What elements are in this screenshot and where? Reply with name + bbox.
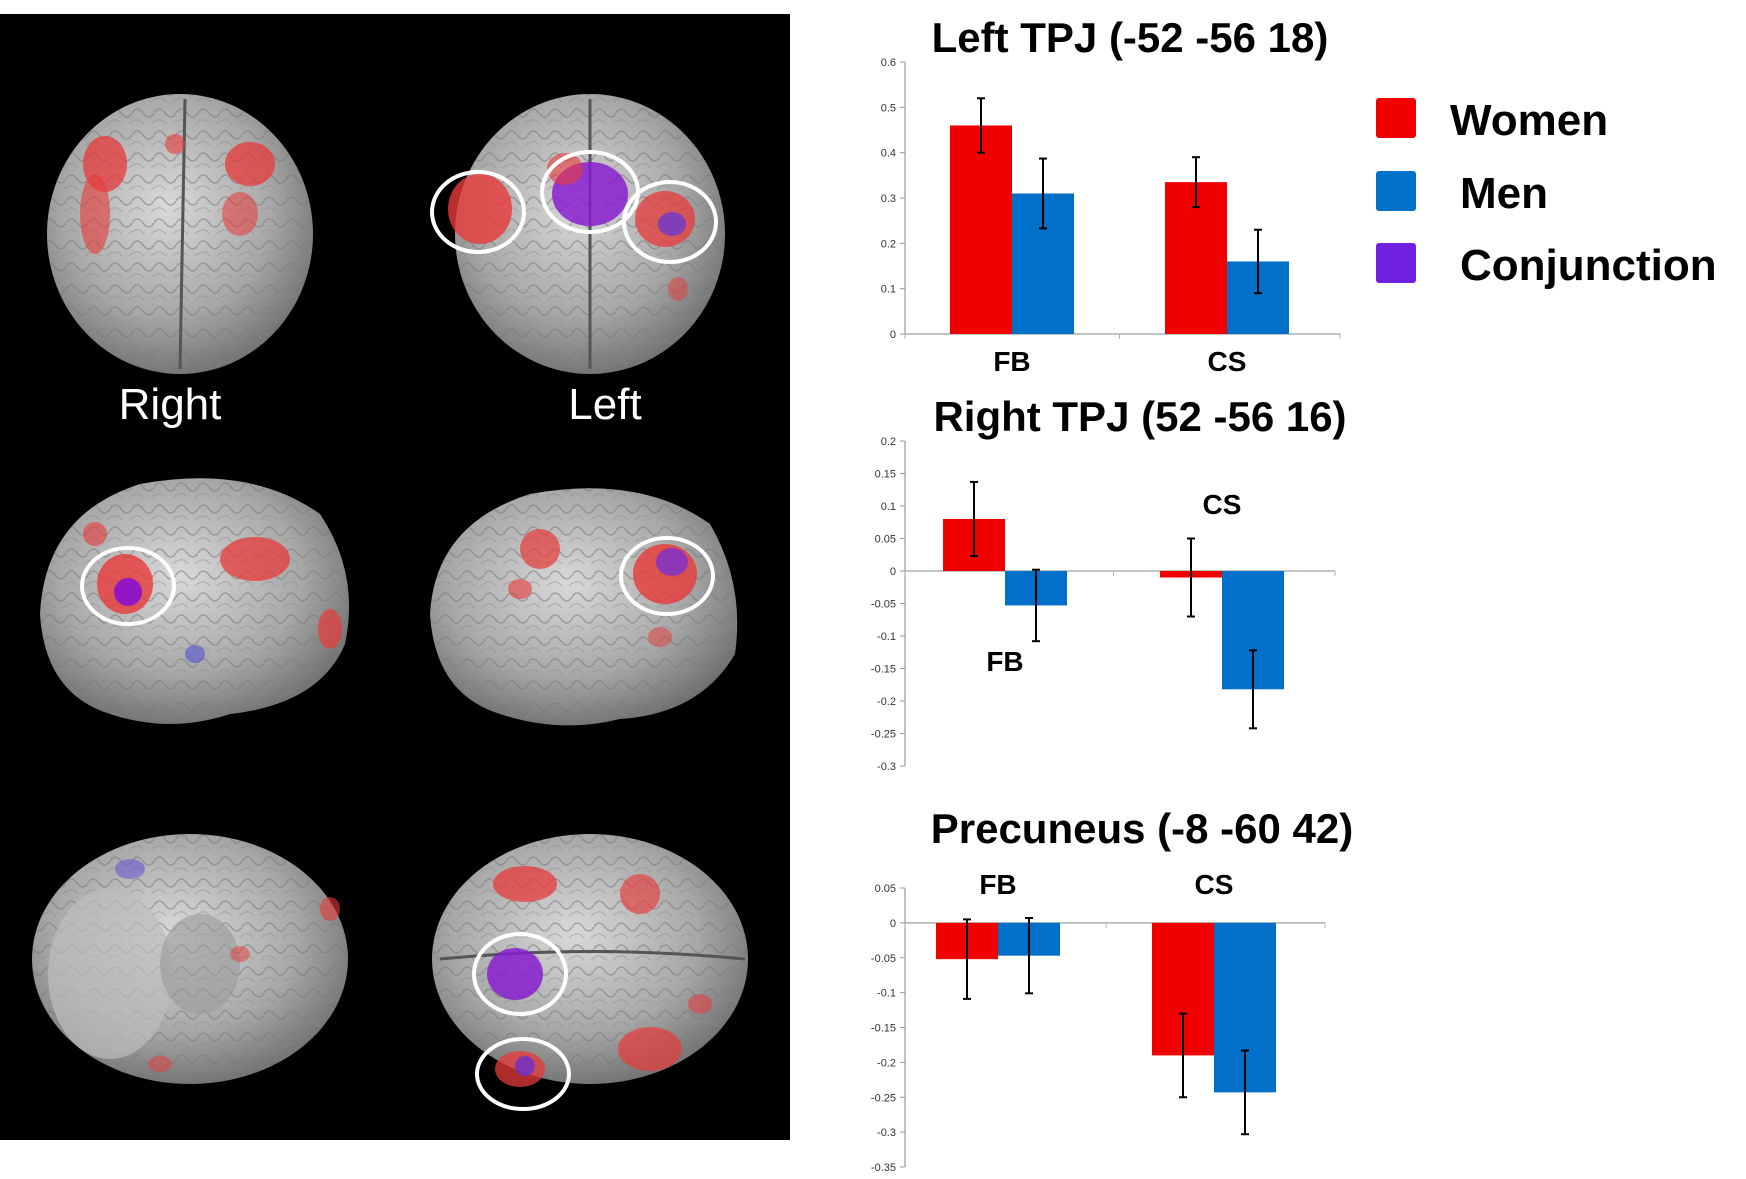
bars [936, 916, 1276, 1136]
y-tick-label: -0.2 [877, 1057, 896, 1069]
y-tick-label: -0.2 [877, 696, 896, 708]
y-tick-label: -0.3 [877, 1127, 896, 1139]
category-labels: FB CS [986, 489, 1241, 677]
y-tick-label: 0.2 [881, 238, 896, 250]
chart-title: Left TPJ (-52 -56 18) [932, 14, 1329, 61]
charts-panel: Left TPJ (-52 -56 18) 0 0.1 0.2 0.3 0.4 0.5 0.… [871, 14, 1717, 1174]
y-tick-label: -0.05 [871, 953, 896, 965]
y-tick-label: -0.15 [871, 664, 896, 676]
bars [950, 97, 1289, 334]
y-tick-label: 0.5 [881, 102, 896, 114]
y-tick-label: -0.25 [871, 729, 896, 741]
brain-view-posterior-b [430, 94, 725, 374]
brain-view-left-lateral [430, 488, 738, 726]
y-tick-label: 0.6 [881, 57, 896, 69]
y-tick-label: -0.3 [877, 761, 896, 773]
brain-view-right-lateral [40, 478, 350, 724]
y-tick-label: 0.05 [875, 534, 896, 546]
y-tick-label: 0.1 [881, 284, 896, 296]
category-labels: FB CS [979, 869, 1233, 900]
y-tick-label: 0.2 [881, 436, 896, 448]
brain-renderings: Right Left [32, 94, 748, 1111]
y-tick-label: -0.1 [877, 631, 896, 643]
highlight-circle [430, 170, 526, 254]
y-tick-label: -0.05 [871, 599, 896, 611]
highlight-circle [80, 546, 176, 626]
bars [943, 480, 1284, 730]
highlight-circle [475, 1037, 571, 1111]
category-label-fb: FB [986, 646, 1023, 677]
y-tick-label: 0.15 [875, 469, 896, 481]
chart-right-tpj: Right TPJ (52 -56 16) 0.2 0.15 0.1 0.05 0 -0.… [871, 393, 1347, 773]
legend-label-women: Women [1450, 96, 1608, 145]
chart-precuneus: Precuneus (-8 -60 42) 0.05 0 -0.05 -0.1 -0.1… [871, 805, 1353, 1174]
y-tick-label: -0.35 [871, 1162, 896, 1174]
y-tick-label: 0.3 [881, 193, 896, 205]
highlight-circle [622, 180, 718, 264]
brain-view-inferior [32, 834, 348, 1084]
highlight-circle [472, 932, 568, 1016]
category-label-cs: CS [1203, 489, 1242, 520]
y-tick-label: 0.4 [881, 148, 896, 160]
y-tick-label: -0.1 [877, 988, 896, 1000]
view-label-right: Right [119, 380, 222, 429]
category-label-cs: CS [1208, 346, 1247, 377]
y-tick-label: 0 [890, 918, 896, 930]
y-tick-label: 0.05 [875, 883, 896, 895]
highlight-circle [619, 536, 715, 616]
y-tick-label: 0.1 [881, 501, 896, 513]
chart-title: Right TPJ (52 -56 16) [933, 393, 1346, 440]
legend-label-conjunction: Conjunction [1460, 241, 1717, 290]
y-tick-label: -0.25 [871, 1092, 896, 1104]
legend-swatch-conjunction [1376, 243, 1416, 283]
category-labels: FB CS [993, 346, 1246, 377]
category-label-fb: FB [993, 346, 1030, 377]
category-label-fb: FB [979, 869, 1016, 900]
brain-view-posterior-a [47, 94, 313, 374]
view-label-left: Left [568, 380, 641, 429]
legend-swatch-men [1376, 171, 1416, 211]
y-tick-label: 0 [890, 566, 896, 578]
y-tick-label: -0.15 [871, 1023, 896, 1035]
legend-swatch-women [1376, 98, 1416, 138]
chart-title: Precuneus (-8 -60 42) [931, 805, 1354, 852]
brain-view-superior [432, 834, 748, 1111]
bar-women-fb [950, 125, 1012, 334]
legend-label-men: Men [1460, 169, 1548, 218]
legend: Women Men Conjunction [1376, 96, 1717, 290]
y-tick-label: 0 [890, 329, 896, 341]
chart-left-tpj: Left TPJ (-52 -56 18) 0 0.1 0.2 0.3 0.4 0.5 0.… [881, 14, 1341, 377]
brain-image-panel: Right Left [0, 14, 790, 1140]
category-label-cs: CS [1195, 869, 1234, 900]
